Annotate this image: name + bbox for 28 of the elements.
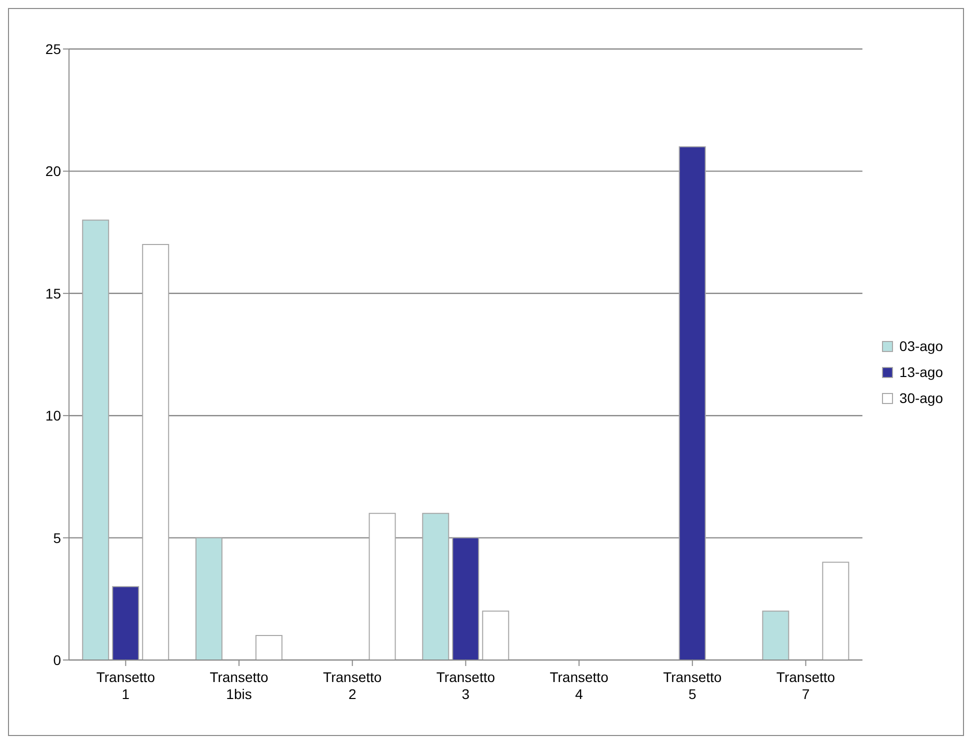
x-tick-label: Transetto 7 bbox=[776, 669, 836, 702]
bar bbox=[678, 146, 706, 660]
legend-label: 30-ago bbox=[899, 389, 943, 408]
y-tick-label: 25 bbox=[45, 40, 62, 57]
y-tick-label: 15 bbox=[45, 285, 62, 302]
x-tick-label: Transetto 4 bbox=[550, 669, 609, 702]
legend-label: 03-ago bbox=[899, 337, 943, 356]
bar bbox=[195, 537, 222, 660]
bar bbox=[482, 610, 510, 660]
x-tick-label: Transetto 5 bbox=[663, 669, 722, 702]
bar bbox=[82, 220, 110, 660]
bar bbox=[255, 635, 282, 660]
legend-label: 13-ago bbox=[899, 363, 943, 382]
y-tick-label: 0 bbox=[53, 652, 62, 668]
bar bbox=[452, 537, 480, 660]
x-tick-label: Transetto 3 bbox=[436, 669, 496, 702]
bar bbox=[822, 562, 850, 660]
bar bbox=[112, 586, 140, 660]
bar bbox=[142, 244, 170, 660]
y-tick-label: 5 bbox=[53, 530, 62, 546]
x-tick-label: Transetto 1bis bbox=[210, 669, 269, 702]
x-tick-label: Transetto 1 bbox=[96, 669, 156, 702]
x-tick-label: Transetto 2 bbox=[323, 669, 382, 702]
y-tick-label: 20 bbox=[45, 163, 62, 180]
bar bbox=[368, 512, 396, 660]
y-tick-label: 10 bbox=[45, 408, 62, 424]
bar bbox=[422, 512, 450, 660]
bar bbox=[762, 610, 790, 660]
